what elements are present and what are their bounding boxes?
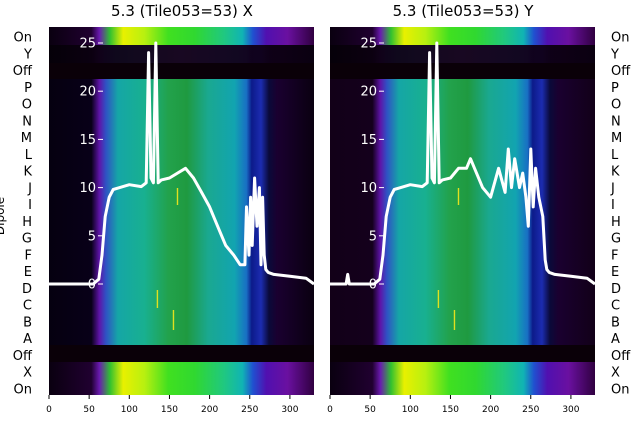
dipole-label: N bbox=[22, 114, 32, 129]
dipole-label: C bbox=[23, 299, 32, 314]
dipole-label: C bbox=[611, 299, 620, 314]
heatmap-band-on-top bbox=[49, 27, 314, 45]
heatmap-band-off-bottom bbox=[49, 345, 314, 362]
xtick-label: 0 bbox=[327, 405, 333, 415]
dipole-label: Off bbox=[13, 64, 33, 79]
dipole-label: L bbox=[611, 148, 619, 163]
dipole-label: G bbox=[611, 232, 621, 247]
dipole-label: K bbox=[23, 165, 32, 180]
heatmap-band-off-top bbox=[49, 63, 314, 79]
dipole-label: D bbox=[22, 282, 32, 297]
xtick-label: 100 bbox=[402, 405, 419, 415]
dipole-label: K bbox=[611, 165, 620, 180]
dipole-label: J bbox=[610, 181, 615, 196]
ytick-label: 20 bbox=[79, 85, 96, 100]
dipole-label: Off bbox=[13, 349, 33, 364]
dipole-label: On bbox=[611, 31, 629, 46]
dipole-label: A bbox=[611, 332, 620, 347]
ytick-label: 5 bbox=[369, 229, 377, 244]
dipole-label: O bbox=[611, 98, 621, 113]
ytick-label: 25 bbox=[360, 37, 377, 52]
xtick-label: 300 bbox=[281, 405, 298, 415]
dipole-label: I bbox=[611, 198, 615, 213]
line-series bbox=[330, 41, 595, 286]
xtick-label: 50 bbox=[364, 405, 376, 415]
chart-title: 5.3 (Tile053=53) X bbox=[111, 2, 253, 20]
ytick-label: 20 bbox=[360, 85, 377, 100]
ytick-label: 10 bbox=[360, 181, 377, 196]
xtick-label: 250 bbox=[522, 405, 539, 415]
dipole-label: M bbox=[611, 131, 622, 146]
heatmap-band-off-bottom bbox=[330, 345, 595, 362]
chart-marks bbox=[49, 41, 595, 286]
xtick-label: 150 bbox=[442, 405, 459, 415]
xtick-label: 0 bbox=[46, 405, 52, 415]
dipole-label: O bbox=[22, 98, 32, 113]
ytick-label: 25 bbox=[79, 37, 96, 52]
heatmap-body bbox=[330, 27, 595, 395]
xtick-label: 100 bbox=[121, 405, 138, 415]
dipole-label: Off bbox=[611, 64, 631, 79]
dipole-label: H bbox=[22, 215, 32, 230]
heatmap-background bbox=[49, 27, 595, 395]
dipole-label: H bbox=[611, 215, 621, 230]
dipole-label: B bbox=[611, 315, 620, 330]
dipole-label: F bbox=[611, 248, 618, 263]
heatmap-panel-y bbox=[330, 27, 595, 395]
dipole-label: X bbox=[611, 366, 620, 381]
heatmap-band-y bbox=[49, 45, 314, 63]
xtick-label: 150 bbox=[161, 405, 178, 415]
xtick-label: 200 bbox=[482, 405, 499, 415]
dipole-label: D bbox=[611, 282, 621, 297]
heatmap-band-off-top bbox=[330, 63, 595, 79]
xtick-label: 300 bbox=[562, 405, 579, 415]
dipole-label: On bbox=[611, 382, 629, 397]
dipole-label: P bbox=[24, 81, 32, 96]
dipole-label: E bbox=[611, 265, 619, 280]
heatmap-band-y bbox=[330, 45, 595, 63]
dipole-label: L bbox=[25, 148, 33, 163]
dipole-label: A bbox=[23, 332, 32, 347]
ytick-label: 0 bbox=[369, 278, 377, 293]
dipole-label: F bbox=[25, 248, 32, 263]
dipole-label: B bbox=[23, 315, 32, 330]
dipole-label: M bbox=[21, 131, 32, 146]
line-series bbox=[49, 41, 314, 286]
heatmap-band-on-top bbox=[330, 27, 595, 45]
dipole-label: E bbox=[24, 265, 32, 280]
ytick-label: 10 bbox=[79, 181, 96, 196]
chart-title: 5.3 (Tile053=53) Y bbox=[393, 2, 535, 20]
xtick-label: 250 bbox=[241, 405, 258, 415]
dipole-label: On bbox=[14, 31, 32, 46]
xtick-label: 50 bbox=[83, 405, 95, 415]
ytick-label: 0 bbox=[88, 278, 96, 293]
dipole-label: G bbox=[22, 232, 32, 247]
y-axis-label: Dipole bbox=[0, 197, 7, 235]
xtick-label: 200 bbox=[201, 405, 218, 415]
heatmap-band-on-bottom bbox=[49, 362, 314, 395]
ytick-label: 5 bbox=[88, 229, 96, 244]
heatmap-panel-x bbox=[49, 27, 314, 395]
dipole-label: Off bbox=[611, 349, 631, 364]
ytick-label: 15 bbox=[79, 133, 96, 148]
dipole-label: Y bbox=[23, 47, 32, 62]
dipole-label: X bbox=[23, 366, 32, 381]
dipole-label: N bbox=[611, 114, 621, 129]
ytick-label: 15 bbox=[360, 133, 377, 148]
dipole-label: On bbox=[14, 382, 32, 397]
dipole-label: Y bbox=[610, 47, 619, 62]
dipole-label: J bbox=[27, 181, 32, 196]
heatmap-body bbox=[49, 27, 314, 395]
dipole-label: I bbox=[28, 198, 32, 213]
dipole-label: P bbox=[611, 81, 619, 96]
heatmap-band-on-bottom bbox=[330, 362, 595, 395]
